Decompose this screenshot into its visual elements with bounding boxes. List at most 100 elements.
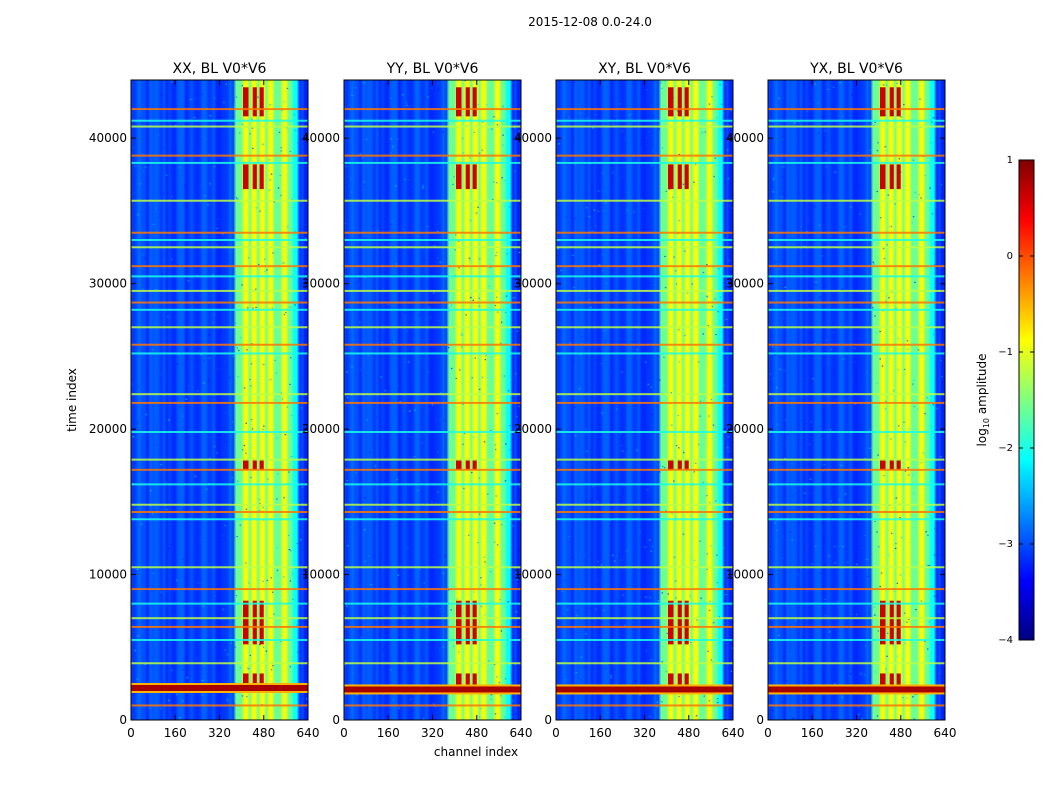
noise-speck <box>499 599 501 601</box>
noise-speck <box>912 383 914 385</box>
noise-speck <box>641 598 643 600</box>
noise-speck <box>154 111 157 113</box>
noise-speck <box>684 334 686 337</box>
noise-speck <box>772 179 775 181</box>
noise-speck <box>775 261 777 263</box>
flagged-row <box>131 199 308 202</box>
noise-speck <box>626 209 628 211</box>
noise-speck <box>722 501 724 503</box>
noise-speck <box>239 667 241 669</box>
noise-speck <box>422 187 424 189</box>
noise-speck <box>668 188 671 190</box>
noise-speck <box>225 412 227 414</box>
noise-speck <box>725 593 727 596</box>
noise-speck <box>912 474 914 476</box>
noise-speck <box>790 653 792 655</box>
noise-speck <box>277 473 279 475</box>
noise-speck <box>830 366 833 368</box>
noise-speck <box>375 416 378 418</box>
noise-speck <box>398 707 400 709</box>
noise-speck <box>213 165 216 168</box>
noise-speck <box>204 195 206 197</box>
noise-speck <box>779 368 782 371</box>
noise-speck <box>722 654 724 656</box>
noise-speck <box>510 664 512 666</box>
noise-speck <box>604 341 606 343</box>
noise-speck <box>295 567 297 569</box>
noise-speck <box>827 88 829 91</box>
noise-speck <box>624 624 626 626</box>
noise-speck <box>136 422 139 424</box>
noise-speck <box>413 582 416 584</box>
noise-speck <box>485 354 487 356</box>
noise-speck <box>515 437 518 439</box>
noise-speck <box>838 226 841 228</box>
noise-speck <box>892 645 894 647</box>
noise-speck <box>649 357 651 359</box>
noise-speck <box>182 558 184 560</box>
noise-speck <box>664 80 666 82</box>
panel-2: YY, BL V0*V60 160 320 480 640010000200003000… <box>302 61 533 740</box>
noise-speck <box>708 415 710 417</box>
noise-speck <box>915 608 917 611</box>
flagged-row <box>344 265 521 268</box>
noise-speck <box>484 359 487 361</box>
y-tick-label: 30000 <box>89 277 127 291</box>
noise-speck <box>726 149 729 151</box>
noise-speck <box>883 475 885 477</box>
noise-speck <box>621 371 623 373</box>
noise-speck <box>783 317 785 320</box>
noise-speck <box>262 363 265 366</box>
noise-speck <box>249 133 251 135</box>
noise-speck <box>777 574 780 576</box>
noise-speck <box>504 678 507 680</box>
noise-speck <box>570 313 573 315</box>
noise-speck <box>573 286 575 289</box>
noise-speck <box>358 630 360 632</box>
noise-speck <box>684 250 686 252</box>
noise-speck <box>243 387 246 389</box>
figure-suptitle: 2015-12-08 0.0-24.0 <box>528 15 652 29</box>
flagged-row <box>768 301 945 304</box>
noise-speck <box>622 175 624 177</box>
noise-speck <box>279 640 282 643</box>
y-tick-label: 40000 <box>89 131 127 145</box>
flagged-row <box>131 289 308 292</box>
noise-speck <box>614 236 617 238</box>
heatmap-image <box>556 80 733 720</box>
noise-speck <box>592 171 595 174</box>
noise-speck <box>783 442 785 445</box>
flagged-row <box>131 617 308 620</box>
noise-speck <box>712 424 715 426</box>
noise-speck <box>596 501 599 503</box>
noise-speck <box>506 253 509 255</box>
noise-speck <box>879 585 882 588</box>
noise-speck <box>848 380 851 382</box>
flagged-row <box>556 275 733 278</box>
noise-speck <box>900 537 903 539</box>
noise-speck <box>298 195 300 197</box>
flagged-row <box>131 393 308 396</box>
noise-speck <box>518 130 520 132</box>
noise-speck <box>265 650 268 652</box>
flagged-row <box>768 275 945 278</box>
noise-speck <box>588 215 591 218</box>
flagged-row <box>344 625 521 628</box>
noise-speck <box>422 642 425 644</box>
noise-speck <box>615 620 618 622</box>
noise-speck <box>289 150 292 153</box>
noise-speck <box>231 421 234 423</box>
noise-speck <box>442 646 445 648</box>
noise-speck <box>769 548 772 550</box>
noise-speck <box>700 597 702 599</box>
noise-speck <box>347 193 349 196</box>
noise-speck <box>133 146 135 149</box>
noise-speck <box>854 121 857 123</box>
noise-speck <box>605 123 607 125</box>
noise-speck <box>171 81 173 83</box>
noise-speck <box>133 121 135 124</box>
noise-speck <box>174 291 176 294</box>
noise-speck <box>433 245 436 247</box>
noise-speck <box>824 564 826 566</box>
flagged-row <box>768 154 945 157</box>
